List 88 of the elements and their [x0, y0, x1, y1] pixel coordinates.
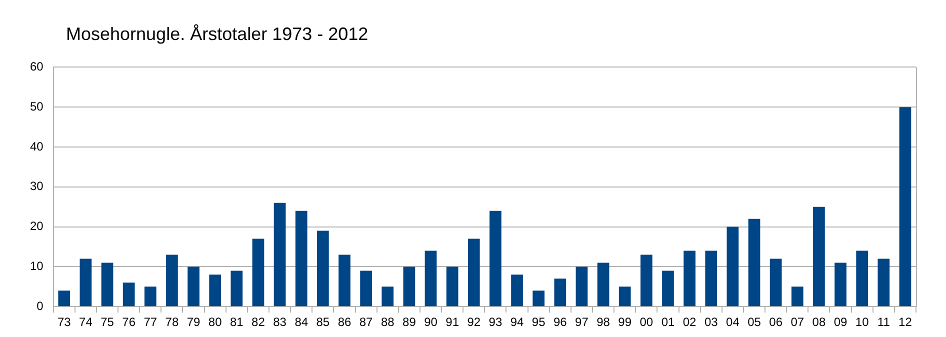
bar: [338, 254, 350, 306]
bar: [662, 270, 674, 306]
bar: [80, 258, 92, 306]
bar: [834, 262, 846, 306]
x-tick-label: 95: [532, 315, 546, 330]
x-tick-label: 03: [704, 315, 718, 330]
bar: [446, 266, 458, 306]
x-tick-label: 83: [273, 315, 287, 330]
bar: [684, 250, 696, 306]
bar: [360, 270, 372, 306]
bar: [791, 286, 804, 306]
y-tick-label: 0: [36, 298, 44, 313]
bar: [856, 250, 868, 306]
y-tick-label: 60: [30, 60, 44, 74]
x-tick-label: 08: [812, 315, 826, 330]
x-tick-label: 87: [359, 315, 374, 330]
chart-title: Mosehornugle. Årstotaler 1973 - 2012: [66, 24, 368, 45]
x-tick-label: 01: [661, 315, 675, 330]
x-tick-label: 92: [467, 315, 481, 330]
x-tick-label: 10: [855, 315, 870, 330]
x-tick-label: 73: [57, 315, 72, 330]
x-tick-label: 74: [79, 315, 93, 330]
y-tick-label: 50: [30, 99, 44, 114]
bar: [424, 250, 437, 306]
y-tick-label: 40: [30, 139, 44, 154]
bar: [576, 266, 588, 306]
bar: [813, 206, 825, 306]
x-tick-label: 75: [100, 315, 114, 330]
x-tick-label: 84: [294, 315, 308, 330]
bar: [878, 258, 890, 306]
y-tick-label: 20: [30, 219, 44, 234]
bar: [252, 238, 264, 306]
bar: [209, 274, 222, 306]
x-tick-label: 89: [402, 315, 416, 330]
bar: [188, 266, 200, 306]
x-tick-label: 98: [596, 315, 610, 330]
bar: [468, 238, 480, 306]
bar: [144, 286, 156, 306]
bar: [101, 262, 114, 306]
bar: [532, 290, 545, 306]
x-tick-label: 78: [165, 315, 179, 330]
x-tick-label: 79: [186, 315, 201, 330]
bar: [618, 286, 631, 306]
bar: [511, 274, 523, 306]
x-tick-label: 12: [898, 315, 912, 330]
y-tick-label: 30: [30, 179, 44, 194]
x-tick-label: 91: [446, 315, 460, 330]
bar: [403, 266, 416, 306]
bar: [230, 270, 243, 306]
x-tick-label: 05: [748, 315, 762, 330]
x-tick-label: 97: [575, 315, 589, 330]
x-tick-label: 09: [834, 315, 848, 330]
bar: [770, 258, 782, 306]
y-tick-label: 10: [30, 259, 44, 274]
x-tick-label: 80: [208, 315, 222, 330]
x-tick-label: 07: [790, 315, 804, 330]
bar: [166, 254, 178, 306]
bar: [122, 282, 135, 306]
x-tick-label: 77: [144, 315, 158, 330]
x-tick-label: 76: [122, 315, 136, 330]
bar: [316, 230, 329, 306]
bar: [58, 290, 70, 306]
x-tick-label: 02: [682, 315, 697, 330]
x-tick-label: 88: [380, 315, 395, 330]
x-tick-label: 96: [553, 315, 568, 330]
x-tick-label: 06: [769, 315, 783, 330]
x-tick-label: 81: [230, 315, 244, 330]
bar: [748, 218, 760, 306]
x-tick-label: 93: [488, 315, 502, 330]
x-tick-label: 11: [877, 315, 890, 330]
x-tick-label: 85: [316, 315, 330, 330]
bar: [554, 278, 566, 306]
bar: [640, 254, 652, 306]
bar: [490, 210, 502, 306]
x-tick-label: 86: [338, 315, 352, 330]
x-tick-label: 00: [640, 315, 654, 330]
x-tick-label: 82: [252, 315, 266, 330]
bar: [597, 262, 610, 306]
x-tick-label: 90: [424, 315, 438, 330]
x-tick-label: 99: [618, 315, 632, 330]
bar: [274, 202, 286, 306]
bar: [705, 250, 718, 306]
x-tick-label: 04: [726, 315, 740, 330]
bar: [899, 107, 912, 306]
bar: [382, 286, 394, 306]
bar: [295, 210, 308, 306]
bar: [726, 226, 739, 306]
x-tick-label: 94: [510, 315, 524, 330]
